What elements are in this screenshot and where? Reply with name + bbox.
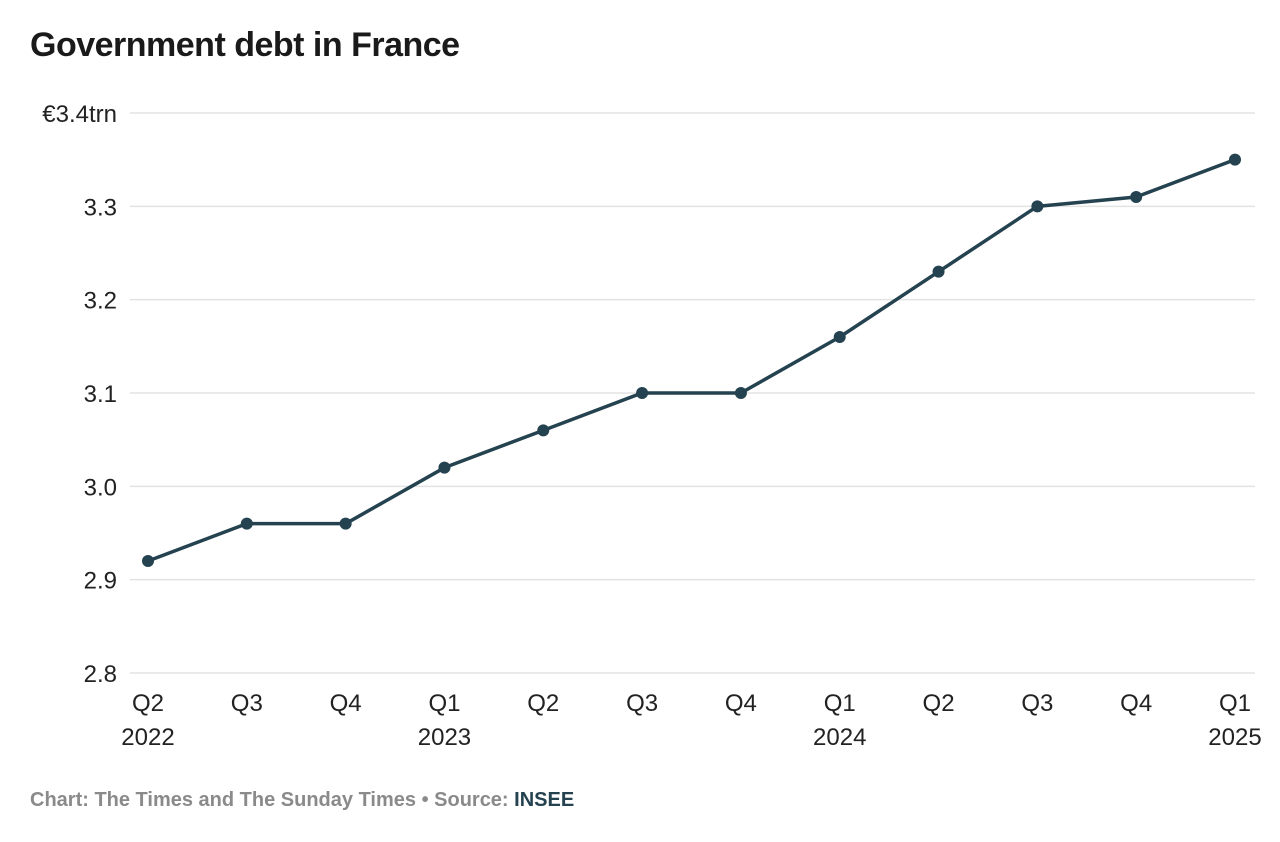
x-tick-year-label: 2023	[418, 724, 471, 751]
data-point	[833, 331, 846, 343]
x-tick-label: Q4	[330, 690, 362, 717]
data-point	[537, 424, 550, 437]
data-point	[636, 387, 649, 399]
x-tick-label: Q1	[824, 690, 856, 717]
x-tick-label: Q2	[132, 690, 164, 717]
x-tick-label: Q1	[1219, 690, 1251, 717]
y-tick-label: 3.2	[84, 288, 117, 315]
x-tick-label: Q3	[1021, 690, 1053, 717]
data-point	[1031, 200, 1044, 213]
source-link[interactable]: INSEE	[514, 789, 575, 811]
x-tick-year-label: 2025	[1208, 724, 1261, 751]
data-point	[734, 387, 747, 399]
line-chart: 2.8 2.9 3.0 3.1 3.2 3.3 €3.4trn Q2 2022 Q3 Q4 Q1 202…	[42, 101, 1261, 751]
x-tick-label: Q4	[1120, 690, 1152, 717]
credit-text: Chart: The Times and The Sunday Times • …	[30, 789, 515, 811]
y-tick-label: 2.8	[84, 661, 117, 688]
x-tick-label: Q2	[923, 690, 955, 717]
chart-title: Government debt in France	[30, 26, 460, 64]
data-point	[339, 517, 352, 530]
data-point	[1229, 153, 1241, 166]
chart-footer: Chart: The Times and The Sunday Times • …	[30, 789, 574, 812]
x-tick-label: Q3	[231, 690, 263, 717]
y-tick-label: 3.1	[84, 381, 117, 408]
y-tick-label: 2.9	[84, 568, 117, 595]
data-point	[932, 265, 945, 278]
x-tick-label: Q1	[428, 690, 460, 717]
data-point	[438, 461, 451, 474]
x-tick-year-label: 2024	[813, 724, 866, 751]
data-point	[240, 517, 253, 530]
x-tick-label: Q4	[725, 690, 757, 717]
y-tick-label: 3.0	[84, 474, 117, 501]
y-tick-label: €3.4trn	[42, 101, 117, 128]
series-line	[147, 158, 1236, 563]
data-point	[142, 555, 154, 567]
x-tick-label: Q2	[527, 690, 559, 717]
data-point	[1130, 191, 1143, 203]
y-tick-label: 3.3	[84, 194, 117, 221]
x-tick-year-label: 2022	[121, 724, 174, 751]
x-tick-label: Q3	[626, 690, 658, 717]
